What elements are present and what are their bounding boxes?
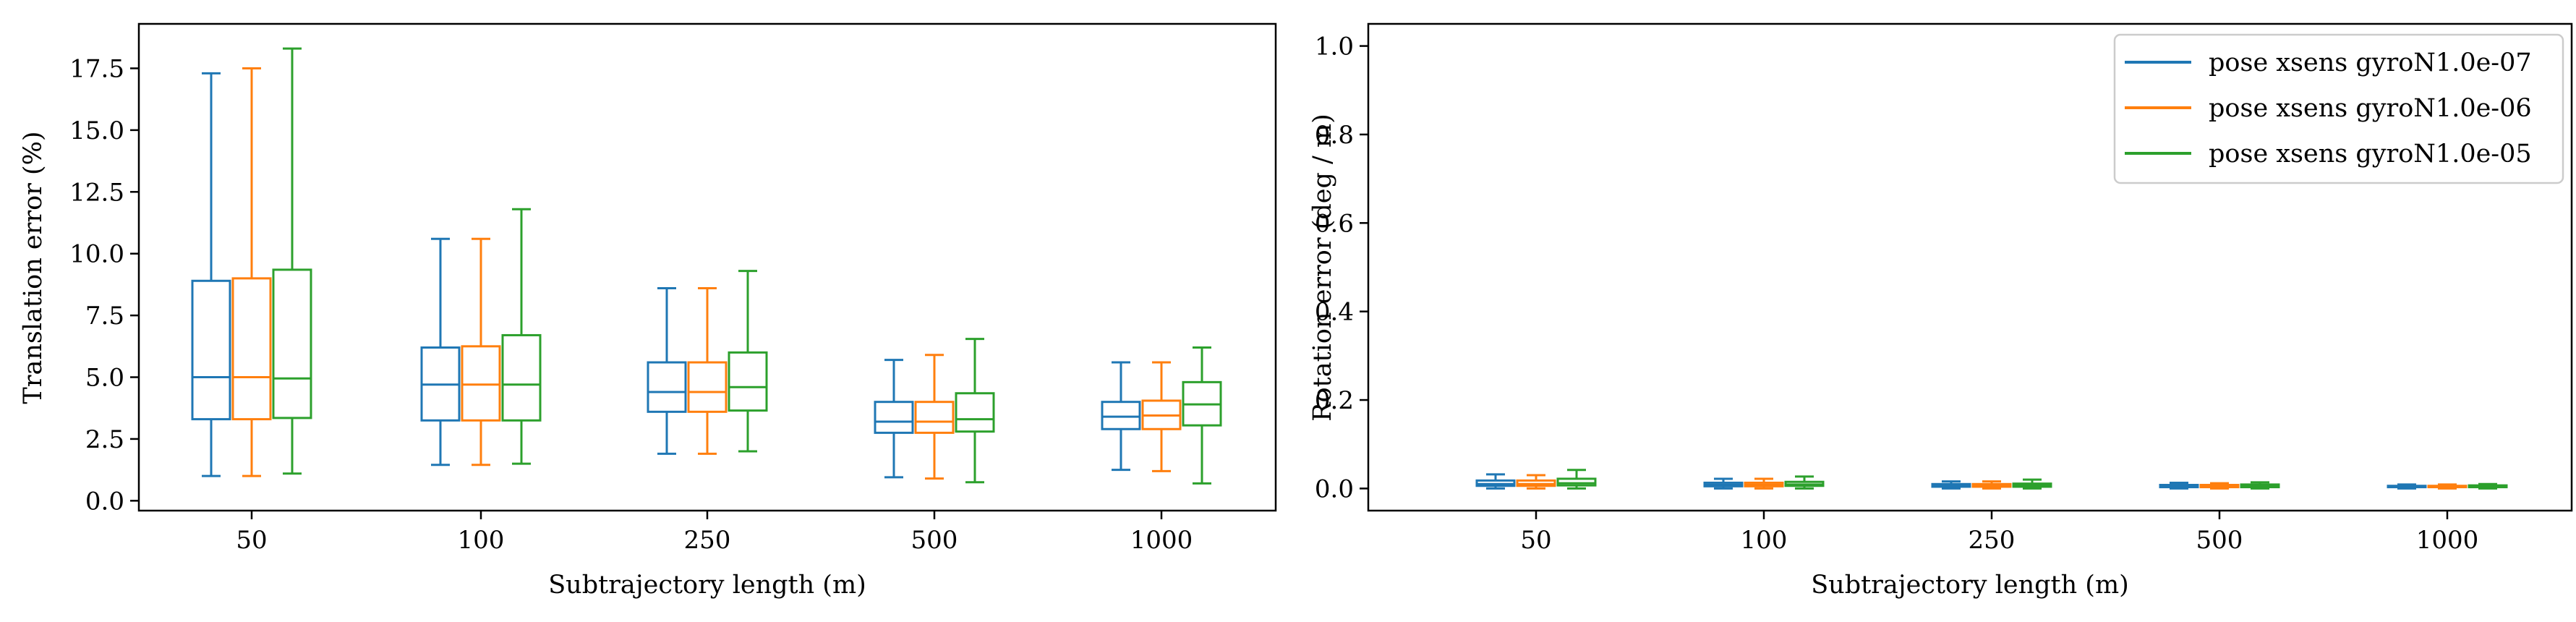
legend: pose xsens gyroN1.0e-07 pose xsens gyroN… [2113,33,2564,184]
y-axis: 0.0 0.2 0.4 0.6 0.8 1.0 [1315,33,1368,503]
box-iqr [728,351,768,412]
y-axis: 0.0 2.5 5.0 7.5 10.0 12.5 15.0 17.5 [69,54,139,516]
box-iqr [501,333,542,422]
box-iqr [1556,477,1597,487]
box-iqr [955,392,995,433]
rotation-error-chart: 0.0 0.2 0.4 0.6 0.8 1.0 50 100 250 500 1000 Subtr… [1308,22,2573,600]
legend-entry: pose xsens gyroN1.0e-05 [2125,140,2532,169]
box-plot [420,237,461,466]
box-plot [1516,474,1556,490]
translation-error-chart: 0.0 2.5 5.0 7.5 10.0 12.5 15.0 17.5 50 100 250 500… [19,22,1277,600]
box-plot [1141,361,1182,472]
legend-entry: pose xsens gyroN1.0e-06 [2125,94,2532,123]
box-plot [2240,481,2280,490]
box-plot [2159,481,2199,490]
y-tick-label: 15.0 [69,116,124,145]
y-tick-label: 0.4 [1315,298,1354,327]
x-tick-label: 250 [1969,526,2016,555]
y-tick-label: 1.0 [1315,33,1354,61]
box-plot [1101,361,1141,472]
y-tick-label: 5.0 [85,364,124,393]
x-axis-label: Subtrajectory length (m) [1811,571,2129,600]
x-tick-label: 50 [1520,526,1551,555]
box-plot [914,354,955,480]
x-tick-label: 500 [911,526,958,555]
x-tick-label: 100 [458,526,505,555]
box-plot [874,359,914,479]
box-plot [1703,477,1744,490]
box-plot [1971,480,2012,490]
box-iqr [461,345,501,422]
legend-frame [2113,33,2564,184]
box-iqr [231,277,272,421]
x-tick-label: 1000 [1130,526,1193,555]
box-plot [1556,469,1597,490]
x-tick-label: 50 [236,526,267,555]
y-axis-label: Rotation error (deg / m) [1308,114,1337,422]
box-plot [2012,478,2052,490]
box-iqr [191,279,231,421]
y-tick-label: 2.5 [85,425,124,454]
box-plot [272,47,312,475]
box-plot [728,270,768,453]
x-axis: 50 100 250 500 1000 [1520,511,2478,555]
box-plot [2468,482,2508,490]
x-tick-label: 100 [1741,526,1788,555]
box-plot [647,287,687,455]
box-iqr [647,361,687,413]
y-tick-label: 7.5 [85,302,124,331]
plot-frame [1367,22,2573,512]
box-iqr [914,401,955,434]
box-iqr [687,361,728,413]
boxes-layer [1475,469,2508,490]
box-plot [955,338,995,484]
x-tick-label: 1000 [2416,526,2479,555]
legend-label: pose xsens gyroN1.0e-05 [2209,140,2532,169]
box-iqr [272,268,312,419]
box-plot [461,237,501,466]
box-plot [2387,483,2427,490]
box-plot [191,72,231,477]
legend-label: pose xsens gyroN1.0e-07 [2209,48,2532,77]
box-plot [2199,482,2240,490]
y-tick-label: 0.8 [1315,121,1354,150]
boxes-layer [191,47,1222,485]
x-axis: 50 100 250 500 1000 [236,511,1193,555]
x-tick-label: 250 [684,526,731,555]
y-tick-label: 0.0 [1315,474,1354,503]
box-plot [1931,480,1971,490]
box-plot [231,67,272,477]
box-plot [687,287,728,455]
y-tick-label: 12.5 [69,178,124,207]
box-plot [501,208,542,465]
box-plot [1784,475,1825,490]
legend-entry: pose xsens gyroN1.0e-07 [2125,48,2532,77]
y-tick-label: 0.6 [1315,209,1354,238]
box-plot [1182,346,1222,485]
y-tick-label: 0.0 [85,487,124,516]
legend-label: pose xsens gyroN1.0e-06 [2209,94,2532,123]
box-plot [2427,483,2468,490]
x-axis-label: Subtrajectory length (m) [548,571,866,600]
y-tick-label: 17.5 [69,54,124,83]
box-iqr [1101,401,1141,430]
y-axis-label: Translation error (%) [19,131,48,404]
y-tick-label: 0.2 [1315,386,1354,415]
x-tick-label: 500 [2196,526,2243,555]
box-iqr [874,401,914,434]
y-tick-label: 10.0 [69,240,124,269]
box-plot [1475,473,1516,490]
box-plot [1744,477,1784,490]
